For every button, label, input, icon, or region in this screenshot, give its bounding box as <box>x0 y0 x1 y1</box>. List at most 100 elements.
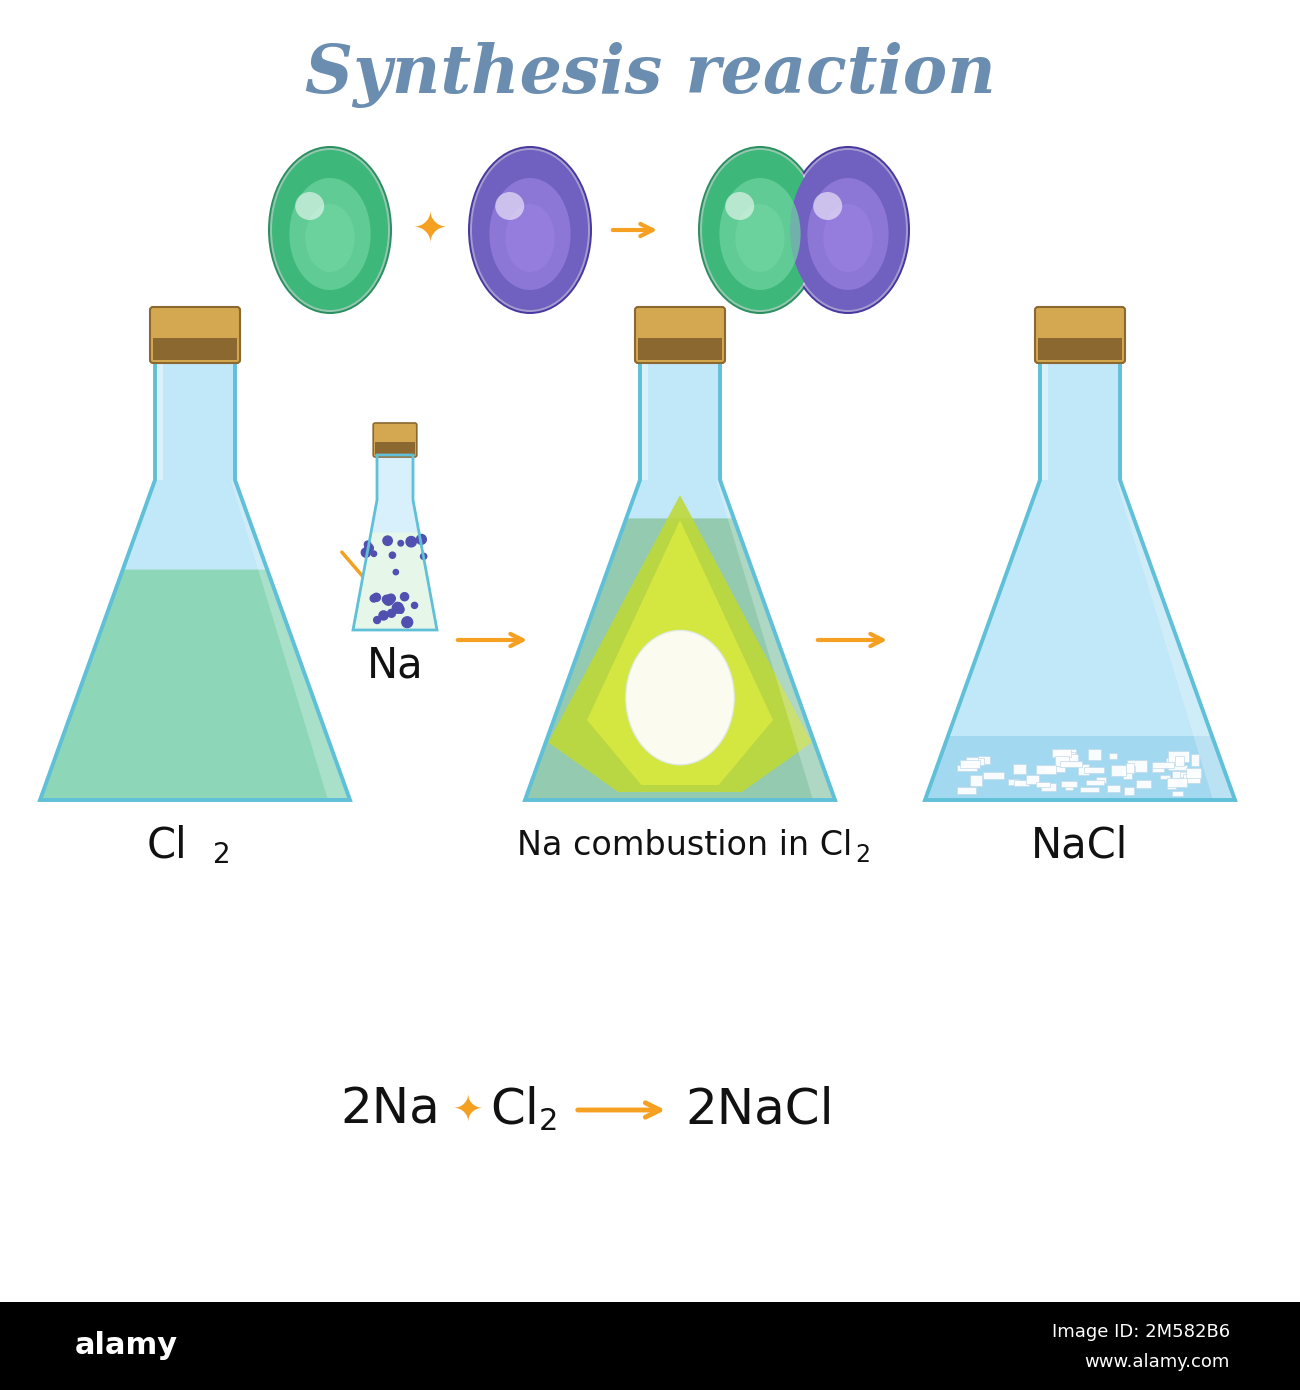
Bar <box>1013 765 1027 774</box>
Ellipse shape <box>790 150 906 310</box>
Circle shape <box>393 570 399 574</box>
Bar <box>1109 753 1118 759</box>
Text: Na: Na <box>367 644 424 687</box>
Bar <box>1054 752 1075 759</box>
Circle shape <box>364 541 370 548</box>
Bar <box>957 787 976 795</box>
Bar <box>1152 766 1165 773</box>
Circle shape <box>393 602 403 613</box>
Text: Cl: Cl <box>490 1086 540 1134</box>
Circle shape <box>412 602 417 609</box>
Bar <box>1191 755 1199 766</box>
Bar <box>1036 765 1056 774</box>
Bar <box>1112 765 1126 776</box>
Bar <box>1166 758 1178 765</box>
Text: 2: 2 <box>213 841 230 869</box>
Ellipse shape <box>725 192 754 220</box>
Bar <box>1152 762 1174 769</box>
Circle shape <box>387 609 395 617</box>
Bar <box>638 338 722 360</box>
Polygon shape <box>525 518 835 801</box>
Polygon shape <box>231 480 350 801</box>
Polygon shape <box>1043 360 1048 480</box>
Bar <box>1136 780 1152 788</box>
Bar <box>1169 751 1188 762</box>
Bar <box>1183 774 1200 783</box>
Bar <box>1167 780 1176 788</box>
Text: alamy: alamy <box>75 1332 178 1361</box>
Text: Synthesis reaction: Synthesis reaction <box>304 42 996 108</box>
Polygon shape <box>926 360 1235 801</box>
Ellipse shape <box>823 204 872 272</box>
Text: ✦: ✦ <box>412 208 447 252</box>
FancyBboxPatch shape <box>150 307 240 363</box>
Circle shape <box>386 594 395 603</box>
Bar <box>1084 767 1105 773</box>
Circle shape <box>380 610 389 620</box>
Text: 2NaCl: 2NaCl <box>685 1086 835 1134</box>
Bar <box>1096 777 1106 784</box>
Ellipse shape <box>495 192 524 220</box>
Circle shape <box>373 617 381 624</box>
Bar <box>957 766 978 771</box>
Bar <box>1123 787 1134 795</box>
Bar <box>970 774 982 787</box>
Bar <box>1173 771 1186 778</box>
Text: Na combustion in Cl: Na combustion in Cl <box>517 828 853 862</box>
Ellipse shape <box>702 150 818 310</box>
Polygon shape <box>157 360 162 480</box>
Bar <box>1036 783 1050 787</box>
Bar <box>966 758 978 763</box>
Circle shape <box>382 595 391 603</box>
Polygon shape <box>716 480 835 801</box>
Bar <box>1037 338 1122 360</box>
Circle shape <box>372 550 377 556</box>
Ellipse shape <box>468 146 592 314</box>
Ellipse shape <box>506 204 555 272</box>
Bar <box>1127 760 1148 771</box>
Bar <box>983 773 1005 780</box>
Circle shape <box>361 548 370 557</box>
Bar <box>1167 778 1187 787</box>
Text: www.alamy.com: www.alamy.com <box>1084 1352 1230 1371</box>
Bar <box>1045 766 1065 771</box>
Bar <box>0 1302 1300 1390</box>
Bar <box>975 758 984 766</box>
Bar <box>1027 776 1039 784</box>
Ellipse shape <box>290 178 370 291</box>
Bar <box>1123 769 1132 780</box>
Text: NaCl: NaCl <box>1031 824 1128 866</box>
Circle shape <box>416 535 426 545</box>
Polygon shape <box>40 360 350 801</box>
FancyBboxPatch shape <box>373 423 417 457</box>
Bar <box>1058 749 1076 756</box>
Bar <box>1186 767 1201 778</box>
Circle shape <box>384 537 393 545</box>
Ellipse shape <box>306 204 355 272</box>
Text: Cl: Cl <box>147 824 187 866</box>
Bar <box>1180 771 1199 777</box>
Bar <box>1087 780 1104 784</box>
Circle shape <box>400 592 408 600</box>
Bar <box>961 760 979 767</box>
Bar <box>1169 765 1187 770</box>
Bar <box>1126 766 1135 771</box>
Circle shape <box>370 595 377 602</box>
Ellipse shape <box>295 192 324 220</box>
Ellipse shape <box>736 204 785 272</box>
FancyBboxPatch shape <box>634 307 725 363</box>
Bar <box>376 442 415 455</box>
Polygon shape <box>588 520 774 785</box>
Polygon shape <box>926 735 1235 801</box>
Ellipse shape <box>625 631 734 765</box>
Bar <box>1061 762 1082 767</box>
Bar <box>1108 785 1121 792</box>
Text: ✦: ✦ <box>452 1093 484 1127</box>
Bar <box>1160 774 1170 778</box>
Bar <box>1173 791 1183 796</box>
Bar <box>1052 749 1071 758</box>
Polygon shape <box>525 360 835 801</box>
Ellipse shape <box>472 150 588 310</box>
Circle shape <box>398 541 403 546</box>
Bar <box>1078 763 1089 774</box>
